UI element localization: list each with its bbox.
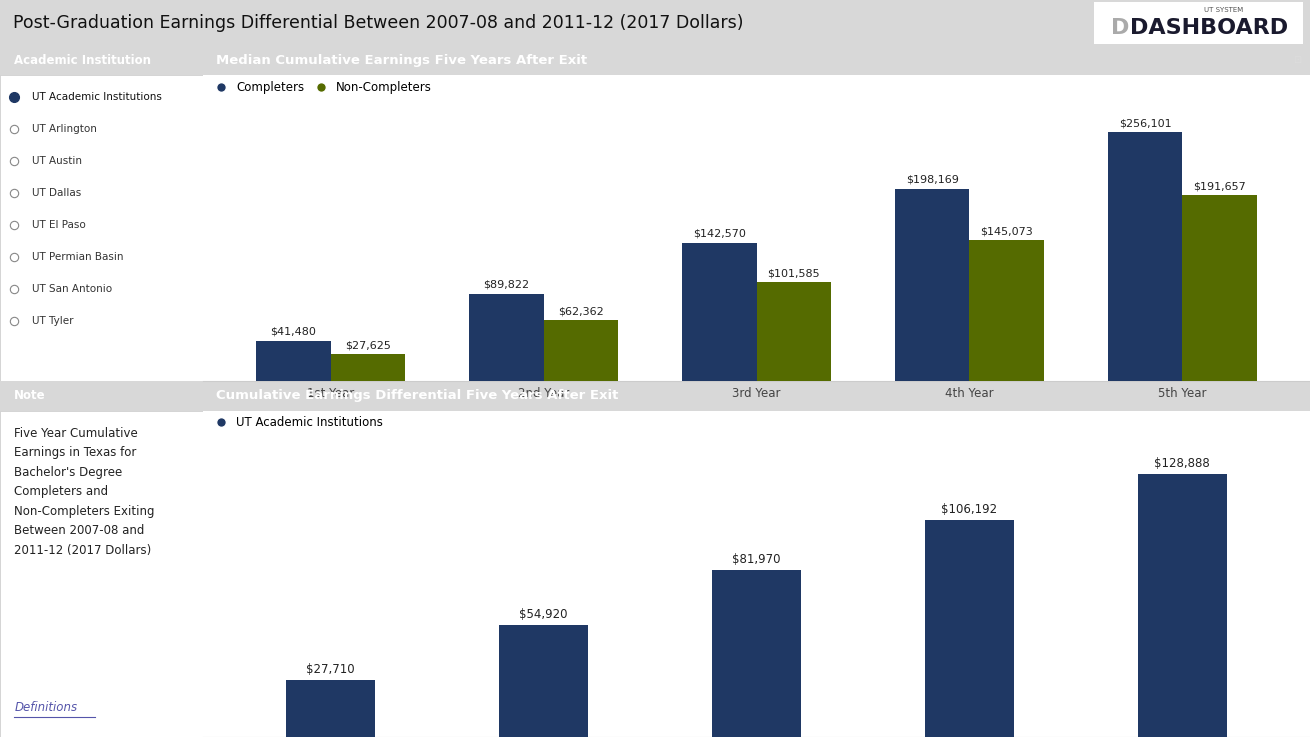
Bar	[544, 321, 618, 381]
Text: Definitions: Definitions	[14, 701, 77, 714]
Bar	[757, 282, 831, 381]
Bar	[330, 354, 405, 381]
Text: ⊡: ⊡	[1293, 55, 1301, 66]
Text: $54,920: $54,920	[519, 608, 569, 621]
Text: $41,480: $41,480	[271, 327, 317, 337]
Text: $106,192: $106,192	[942, 503, 997, 516]
Text: Post-Graduation Earnings Differential Between 2007-08 and 2011-12 (2017 Dollars): Post-Graduation Earnings Differential Be…	[13, 14, 744, 32]
Text: UT Academic Institutions: UT Academic Institutions	[33, 91, 162, 102]
Bar	[969, 240, 1044, 381]
Text: UT SYSTEM: UT SYSTEM	[1204, 7, 1243, 13]
Legend: Completers, Non-Completers: Completers, Non-Completers	[210, 81, 432, 94]
Text: Median Cumulative Earnings Five Years After Exit: Median Cumulative Earnings Five Years Af…	[216, 54, 587, 67]
Bar	[1108, 133, 1183, 381]
Text: $89,822: $89,822	[483, 280, 529, 290]
FancyBboxPatch shape	[1094, 1, 1303, 44]
Text: Academic Institution: Academic Institution	[14, 54, 151, 67]
Text: UT San Antonio: UT San Antonio	[33, 284, 113, 294]
Text: $145,073: $145,073	[980, 226, 1034, 237]
Text: Cumulative Earnings Differential Five Years After Exit: Cumulative Earnings Differential Five Ye…	[216, 389, 618, 402]
Text: $256,101: $256,101	[1119, 119, 1171, 128]
Text: $27,710: $27,710	[307, 663, 355, 677]
Text: $128,888: $128,888	[1154, 457, 1210, 470]
Text: Note: Note	[14, 389, 46, 402]
Text: $81,970: $81,970	[732, 553, 781, 566]
Bar	[1183, 195, 1256, 381]
Text: $101,585: $101,585	[768, 268, 820, 279]
Bar	[683, 242, 757, 381]
FancyBboxPatch shape	[0, 75, 203, 381]
Text: $191,657: $191,657	[1193, 181, 1246, 191]
Bar	[1137, 474, 1227, 737]
Legend: UT Academic Institutions: UT Academic Institutions	[210, 416, 383, 430]
Bar	[895, 189, 969, 381]
Text: DASHBOARD: DASHBOARD	[1131, 18, 1288, 38]
Text: UT Austin: UT Austin	[33, 156, 83, 166]
Text: UT Arlington: UT Arlington	[33, 124, 97, 133]
Bar	[257, 340, 330, 381]
Bar	[469, 294, 544, 381]
Text: D: D	[1111, 18, 1129, 38]
Text: UT Permian Basin: UT Permian Basin	[33, 252, 124, 262]
Text: $62,362: $62,362	[558, 307, 604, 317]
Text: UT El Paso: UT El Paso	[33, 220, 86, 230]
Bar	[286, 680, 376, 737]
Text: UT Dallas: UT Dallas	[33, 188, 81, 198]
Text: UT Tyler: UT Tyler	[33, 316, 73, 326]
Bar	[499, 625, 588, 737]
Text: $27,625: $27,625	[345, 340, 390, 350]
Text: $198,169: $198,169	[905, 175, 959, 185]
Bar	[711, 570, 802, 737]
Text: Five Year Cumulative
Earnings in Texas for
Bachelor's Degree
Completers and
Non-: Five Year Cumulative Earnings in Texas f…	[14, 427, 155, 557]
FancyBboxPatch shape	[0, 411, 203, 737]
Bar	[925, 520, 1014, 737]
Text: $142,570: $142,570	[693, 228, 745, 239]
